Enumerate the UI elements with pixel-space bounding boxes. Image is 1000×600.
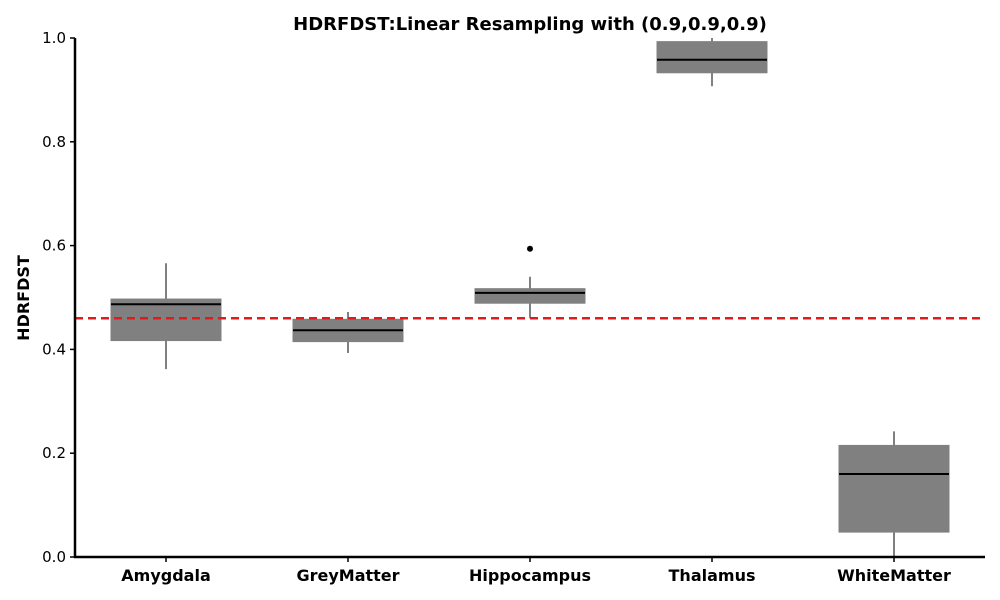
y-tick-label: 0.6 bbox=[42, 237, 66, 255]
y-axis-label: HDRFDST bbox=[14, 255, 33, 341]
y-tick-label: 0.4 bbox=[42, 340, 66, 358]
box-hippocampus bbox=[474, 245, 586, 319]
box-thalamus bbox=[656, 38, 768, 87]
box-whitematter bbox=[838, 431, 950, 557]
x-tick-label: GreyMatter bbox=[296, 566, 399, 585]
y-tick-label: 0.0 bbox=[42, 548, 66, 566]
x-tick-label: Hippocampus bbox=[469, 566, 591, 585]
box-greymatter bbox=[292, 312, 404, 354]
x-tick-label: Amygdala bbox=[121, 566, 210, 585]
outlier-point bbox=[527, 245, 533, 252]
iqr-box bbox=[474, 288, 586, 304]
iqr-box bbox=[110, 298, 222, 342]
box-amygdala bbox=[110, 263, 222, 370]
y-tick-label: 0.8 bbox=[42, 133, 66, 151]
plot-area: 0.0 0.2 0.4 0.6 0.8 1.0 Amygdala GreyMatter Hipp… bbox=[42, 29, 985, 585]
iqr-box bbox=[838, 444, 950, 533]
chart-title: HDRFDST:Linear Resampling with (0.9,0.9,… bbox=[293, 14, 767, 35]
x-tick-label: Thalamus bbox=[669, 566, 756, 585]
x-tick-label: WhiteMatter bbox=[837, 566, 951, 585]
iqr-box bbox=[656, 41, 768, 74]
y-tick-label: 1.0 bbox=[42, 29, 66, 47]
y-tick-label: 0.2 bbox=[42, 444, 66, 462]
